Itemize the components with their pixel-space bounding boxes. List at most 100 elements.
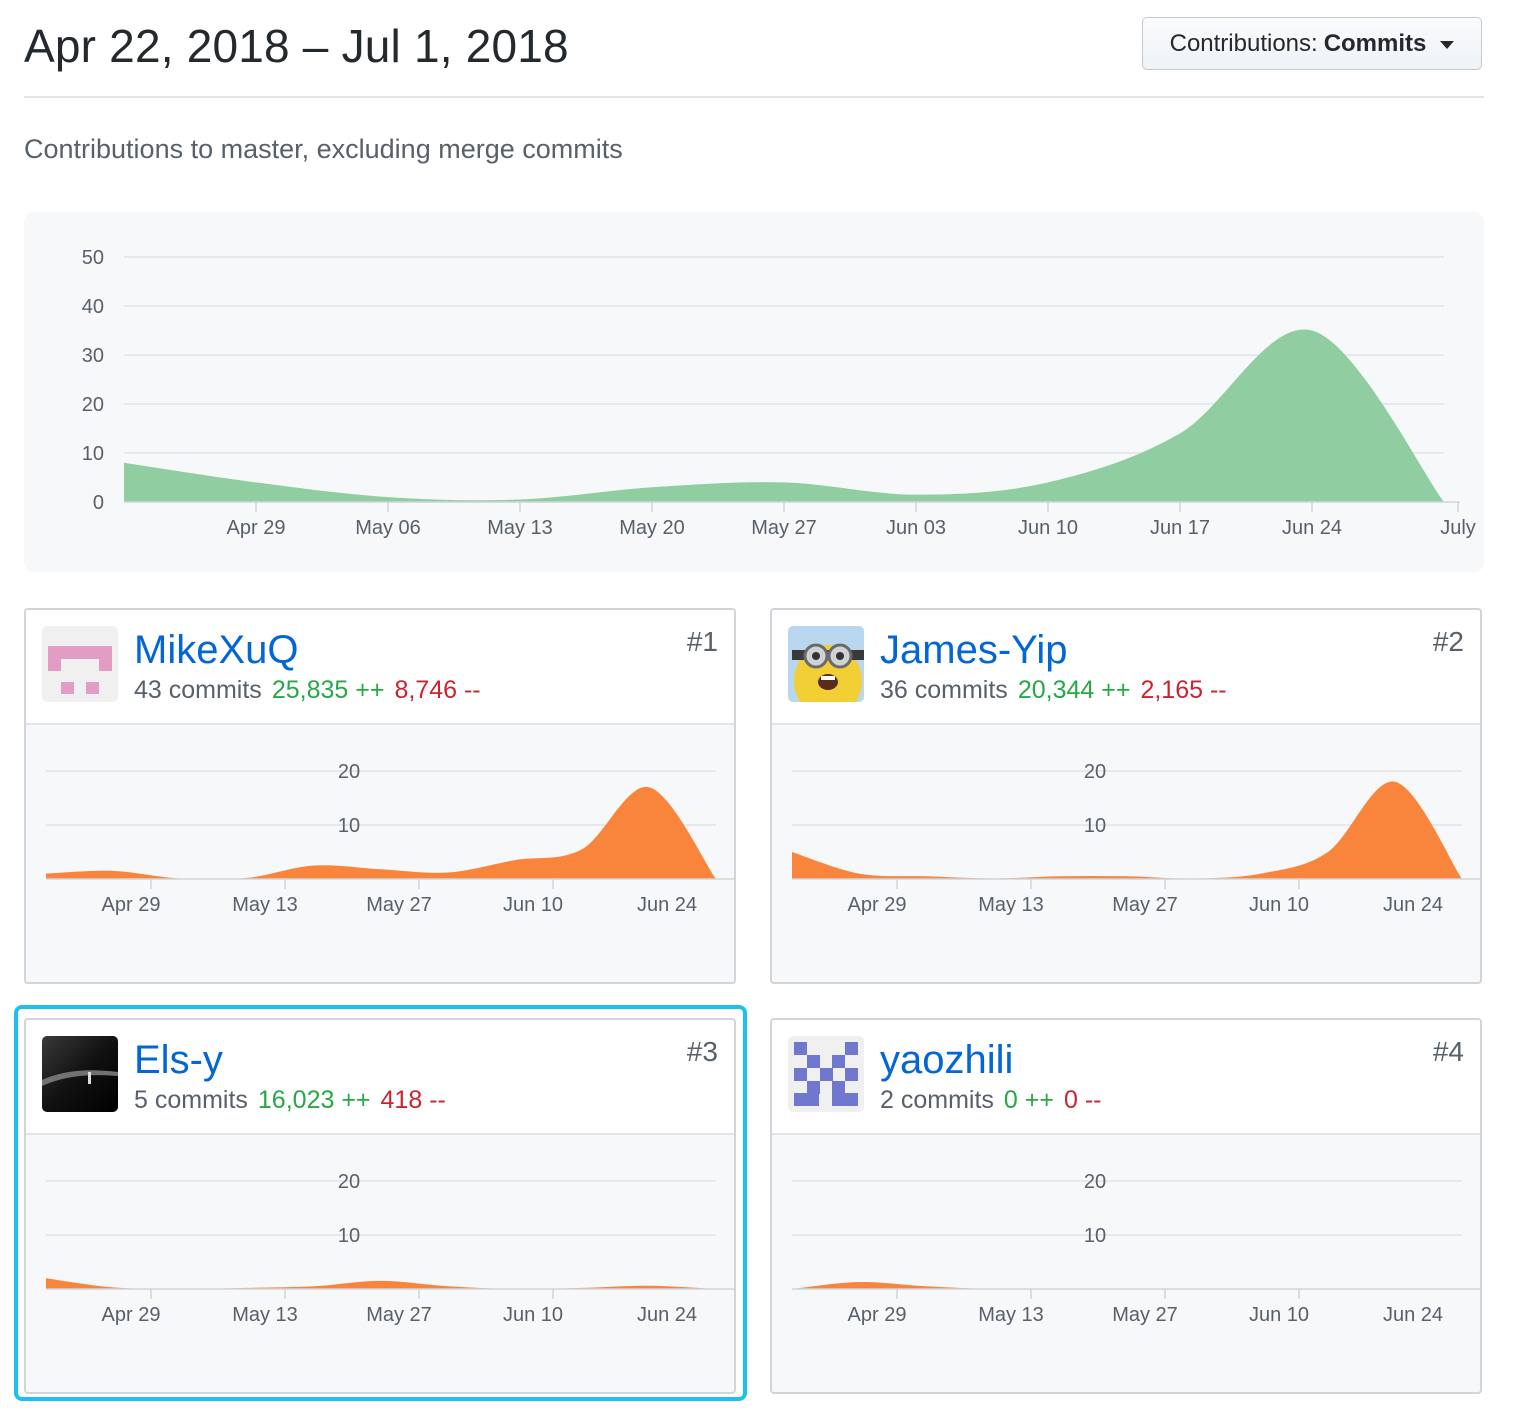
x-tick-label: May 13 — [978, 1304, 1044, 1326]
commit-count-link[interactable]: 43 commits — [134, 676, 262, 704]
contributor-stats: 2 commits 0 ++ 0 -- — [880, 1086, 1101, 1115]
contributor-card-1: MikeXuQ #1 43 commits 25,835 ++ 8,746 -- 1… — [24, 608, 736, 984]
contributor-chart: 10 20 Apr 29 May 13 May 27 Jun 10 Jun 24 — [46, 1171, 734, 1326]
x-tick-label: Jun 10 — [1249, 894, 1309, 916]
x-tick-label: Jun 24 — [637, 1304, 697, 1326]
contributor-name-link[interactable]: MikeXuQ — [134, 628, 299, 672]
x-tick-label: May 06 — [355, 517, 421, 539]
contributor-rank: #3 — [686, 1036, 718, 1067]
contributions-type-dropdown[interactable]: Contributions: Commits — [1142, 17, 1482, 70]
commits-area — [124, 329, 1444, 502]
deletions-count: 2,165 -- — [1140, 676, 1227, 704]
x-tick-label: Jun 10 — [1018, 517, 1078, 539]
x-tick-label: Apr 29 — [848, 1304, 907, 1326]
x-tick-label: Jun 24 — [637, 894, 697, 916]
y-tick-label: 10 — [1084, 815, 1106, 837]
x-tick-label: May 27 — [1112, 894, 1178, 916]
deletions-count: 8,746 -- — [394, 676, 481, 704]
contributor-chart: 10 20 Apr 29 May 13 May 27 Jun 10 Jun 24 — [46, 761, 734, 916]
dropdown-prefix: Contributions: — [1169, 29, 1318, 57]
x-tick-label: Jun 03 — [886, 517, 946, 539]
x-tick-label: Jun 24 — [1383, 1304, 1443, 1326]
commits-area — [792, 781, 1462, 879]
additions-count: 25,835 ++ — [271, 676, 385, 704]
x-tick-label: Jun 10 — [503, 894, 563, 916]
contributor-card-4: yaozhili #4 2 commits 0 ++ 0 -- 10 20 Apr 29… — [770, 1018, 1482, 1394]
contributor-rank: #1 — [686, 626, 718, 657]
identicon-purple-icon — [788, 1036, 864, 1112]
card-header: Els-y #3 5 commits 16,023 ++ 418 -- — [26, 1020, 734, 1135]
dark-photo-icon — [42, 1036, 118, 1112]
commit-count-link[interactable]: 2 commits — [880, 1086, 994, 1114]
x-tick-label: May 27 — [366, 894, 432, 916]
y-tick-label: 20 — [338, 1171, 360, 1193]
y-tick-label: 10 — [82, 443, 104, 465]
additions-count: 20,344 ++ — [1017, 676, 1131, 704]
x-tick-label: Jun 10 — [503, 1304, 563, 1326]
x-tick-label: Jun 24 — [1383, 894, 1443, 916]
avatar[interactable] — [788, 1036, 864, 1112]
y-tick-label: 10 — [338, 815, 360, 837]
avatar[interactable] — [788, 626, 864, 702]
additions-count: 16,023 ++ — [257, 1086, 371, 1114]
contributor-name-link[interactable]: James-Yip — [880, 628, 1068, 672]
additions-count: 0 ++ — [1003, 1086, 1054, 1114]
x-tick-label: May 13 — [232, 1304, 298, 1326]
card-header: yaozhili #4 2 commits 0 ++ 0 -- — [772, 1020, 1480, 1135]
contributor-chart: 10 20 Apr 29 May 13 May 27 Jun 10 Jun 24 — [792, 1171, 1480, 1326]
avatar[interactable] — [42, 1036, 118, 1112]
y-tick-label: 40 — [82, 296, 104, 318]
y-tick-label: 20 — [338, 761, 360, 783]
x-tick-label: Apr 29 — [102, 894, 161, 916]
x-tick-label: Apr 29 — [102, 1304, 161, 1326]
contributor-chart: 10 20 Apr 29 May 13 May 27 Jun 10 Jun 24 — [792, 761, 1480, 916]
y-tick-label: 20 — [1084, 761, 1106, 783]
avatar[interactable] — [42, 626, 118, 702]
contributor-card-3: Els-y #3 5 commits 16,023 ++ 418 -- 10 20 Ap… — [24, 1018, 736, 1394]
commit-count-link[interactable]: 36 commits — [880, 676, 1008, 704]
commits-area — [46, 786, 716, 880]
y-tick-label: 0 — [93, 492, 104, 514]
contributor-name-link[interactable]: yaozhili — [880, 1038, 1014, 1082]
x-tick-label: Jun 10 — [1249, 1304, 1309, 1326]
x-tick-label: May 27 — [366, 1304, 432, 1326]
contributor-stats: 5 commits 16,023 ++ 418 -- — [134, 1086, 446, 1115]
commits-area — [46, 1278, 716, 1290]
x-tick-label: May 13 — [978, 894, 1044, 916]
header-divider — [24, 96, 1484, 98]
deletions-count: 0 -- — [1063, 1086, 1102, 1114]
x-tick-label: May 13 — [232, 894, 298, 916]
commits-area — [792, 1281, 1462, 1290]
x-tick-label: Jun 17 — [1150, 517, 1210, 539]
date-range-title: Apr 22, 2018 – Jul 1, 2018 — [24, 20, 569, 72]
commit-count-link[interactable]: 5 commits — [134, 1086, 248, 1114]
x-tick-label: May 13 — [487, 517, 553, 539]
contributor-card-2: James-Yip #2 36 commits 20,344 ++ 2,165 --… — [770, 608, 1482, 984]
x-tick-label: Jun 24 — [1282, 517, 1342, 539]
caret-down-icon — [1440, 41, 1455, 49]
x-tick-label: May 27 — [751, 517, 817, 539]
card-header: MikeXuQ #1 43 commits 25,835 ++ 8,746 -- — [26, 610, 734, 725]
card-header: James-Yip #2 36 commits 20,344 ++ 2,165 -- — [772, 610, 1480, 725]
minion-photo-icon — [788, 626, 864, 702]
contributor-stats: 36 commits 20,344 ++ 2,165 -- — [880, 676, 1227, 705]
x-tick-label: May 20 — [619, 517, 685, 539]
y-tick-label: 30 — [82, 345, 104, 367]
contributor-rank: #2 — [1432, 626, 1464, 657]
identicon-pink-icon — [42, 626, 118, 702]
x-tick-label: Apr 29 — [848, 894, 907, 916]
y-tick-label: 20 — [82, 394, 104, 416]
main-contributions-chart: 0 10 20 30 40 50 Apr 29 May 06 May 13 May 20 May 2… — [24, 212, 1484, 572]
graph-subtitle: Contributions to master, excluding merge… — [24, 134, 623, 164]
x-tick-label: Apr 29 — [227, 517, 286, 539]
main-chart-svg: 0 10 20 30 40 50 Apr 29 May 06 May 13 May 20 May 2… — [82, 247, 1476, 539]
contributor-rank: #4 — [1432, 1036, 1464, 1067]
dropdown-value: Commits — [1323, 29, 1427, 57]
y-tick-label: 50 — [82, 247, 104, 269]
deletions-count: 418 -- — [380, 1086, 446, 1114]
contributor-stats: 43 commits 25,835 ++ 8,746 -- — [134, 676, 481, 705]
contributor-name-link[interactable]: Els-y — [134, 1038, 223, 1082]
y-tick-label: 10 — [1084, 1225, 1106, 1247]
x-tick-label: July — [1440, 517, 1476, 539]
x-tick-label: May 27 — [1112, 1304, 1178, 1326]
